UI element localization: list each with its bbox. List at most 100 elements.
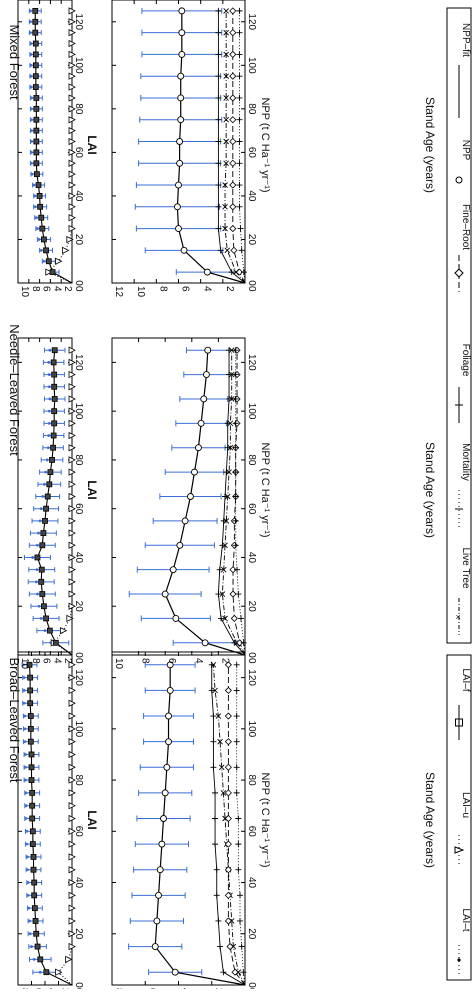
lai-f-point <box>41 603 47 610</box>
foliage-point <box>215 203 222 210</box>
lai-t-point <box>68 192 76 200</box>
foliage-point <box>213 892 220 899</box>
fine-root-point <box>230 614 238 622</box>
lai-t-point <box>59 626 68 635</box>
fine-root-point <box>229 159 237 167</box>
svg-text:×: × <box>456 612 461 622</box>
lai-f-point <box>27 713 34 719</box>
live-tree-point <box>222 225 228 232</box>
value-tick-label: 6 <box>166 658 177 664</box>
lai-t-point <box>68 578 76 586</box>
lai-f-point <box>39 225 46 232</box>
fine-root-point <box>224 891 232 899</box>
lai-u-point <box>29 85 33 89</box>
fine-root-point <box>229 590 237 598</box>
mortality-point <box>238 615 245 622</box>
lai-t-point <box>45 268 53 276</box>
lai-u-point <box>47 421 51 425</box>
lai-f-point <box>29 802 36 809</box>
lai-f-point <box>36 193 43 199</box>
npp-point <box>165 738 172 746</box>
lai-u-point <box>33 194 37 198</box>
lai-f-point <box>28 764 35 771</box>
age-tick-label: 0 <box>73 280 84 286</box>
fine-root-point <box>224 917 232 925</box>
mortality-point <box>232 420 239 427</box>
lai-u-point <box>24 753 27 756</box>
foliage-point <box>226 371 233 378</box>
mortality-line <box>235 350 246 656</box>
lai-f-point <box>29 828 36 835</box>
lai-u-point <box>24 817 28 820</box>
lai-t-point <box>68 395 76 403</box>
value-tick-label: 4 <box>193 658 204 664</box>
fine-root-point <box>226 943 234 951</box>
lai-f-point <box>34 554 41 561</box>
lai-f-point <box>39 591 46 597</box>
npp-point <box>169 566 177 574</box>
live-tree-point <box>226 469 232 475</box>
live-tree-point <box>228 396 235 402</box>
fine-root-point <box>229 116 237 124</box>
npp-point <box>166 661 174 669</box>
lai-u-point <box>30 129 33 133</box>
lai-u-point <box>39 248 43 252</box>
live-tree-point <box>222 182 228 188</box>
npp-point <box>178 7 186 15</box>
lai-f-point <box>47 469 54 476</box>
lai-t-point <box>68 224 76 233</box>
foliage-point <box>213 866 220 873</box>
age-label-broad: Stand Age (years) <box>423 772 437 868</box>
age-tick-label: 100 <box>73 721 84 738</box>
lai-u-point <box>24 791 28 795</box>
lai-f-point <box>30 854 37 860</box>
svg-text:LAI–u: LAI–u <box>460 792 471 818</box>
age-tick-label: 20 <box>246 928 257 940</box>
lai-u-point <box>37 604 41 608</box>
npp-point <box>151 943 159 951</box>
lai-u-point <box>22 701 26 705</box>
lai-u-point <box>39 617 43 620</box>
mortality-point <box>233 687 240 694</box>
lai-t-point <box>68 517 76 525</box>
value-tick-label: 0 <box>73 658 84 664</box>
age-tick-label: 20 <box>246 234 257 246</box>
npp-point <box>201 639 209 647</box>
lai-f-point <box>50 432 57 439</box>
lai-t-point <box>68 83 76 91</box>
lai-t-point <box>68 686 76 695</box>
svg-text:LAI–f: LAI–f <box>460 668 471 692</box>
svg-text:Live Tree: Live Tree <box>460 547 471 589</box>
age-tick-label: 20 <box>246 601 257 613</box>
age-tick-label: 80 <box>73 454 84 466</box>
live-tree-point <box>223 29 229 36</box>
panels: 0246802040608010012002468100204060801001… <box>17 0 257 994</box>
foliage-point <box>215 51 222 58</box>
lai-f-point <box>51 408 58 415</box>
fine-root-point <box>224 738 232 746</box>
live-tree-point <box>223 8 229 14</box>
title-broad-leaved: Broad–Leaved Forest <box>7 657 22 782</box>
foliage-point <box>215 160 222 167</box>
foliage-point <box>226 395 233 402</box>
lai-f-point <box>46 627 53 634</box>
lai-f-point <box>29 841 36 848</box>
lai-f-point <box>33 160 40 167</box>
npp-point <box>176 159 184 167</box>
value-tick-label: 2 <box>62 286 73 292</box>
live-tree-line <box>221 350 246 656</box>
lai-f-point <box>38 578 45 585</box>
age-tick-label: 100 <box>246 721 257 738</box>
lai-f-point <box>29 815 36 822</box>
lai-t-point <box>68 50 76 59</box>
mortality-point <box>236 160 243 167</box>
npp-point <box>161 789 169 797</box>
value-tick-label: 4 <box>51 658 62 664</box>
lai-t-point <box>68 419 76 427</box>
npp-point <box>177 116 185 124</box>
lai-u-point <box>26 893 30 897</box>
lai-t-point <box>68 505 76 513</box>
fine-root-line <box>227 664 246 986</box>
